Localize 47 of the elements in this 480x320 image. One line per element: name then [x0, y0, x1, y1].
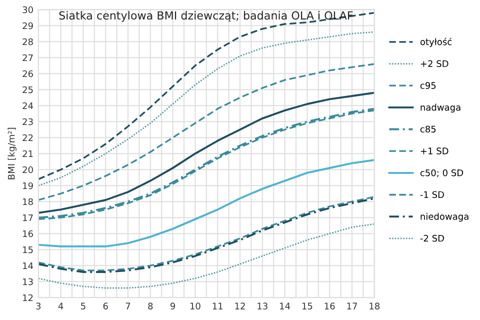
legend-label: +2 SD — [420, 60, 448, 68]
y-axis-title: BMI [kg/m²] — [8, 128, 16, 180]
y-tick-label: 19 — [23, 182, 33, 190]
x-tick-label: 9 — [170, 302, 176, 310]
x-tick-label: 6 — [103, 302, 108, 310]
x-tick-label: 17 — [347, 302, 357, 310]
y-tick-label: 15 — [23, 246, 33, 254]
y-tick-label: 28 — [22, 38, 33, 46]
x-tick-label: 10 — [190, 302, 200, 310]
y-tick-label: 17 — [23, 214, 33, 222]
y-tick-label: 29 — [22, 22, 33, 30]
legend-label: c50; 0 SD — [420, 169, 464, 178]
x-tick-label: 13 — [258, 302, 268, 310]
x-tick-label: 3 — [36, 302, 41, 310]
y-tick-label: 26 — [22, 70, 33, 78]
legend-label: nadwaga — [420, 104, 460, 112]
x-tick-label: 7 — [126, 302, 130, 310]
y-tick-label: 22 — [22, 134, 33, 142]
x-tick-label: 5 — [81, 302, 86, 310]
y-tick-label: 23 — [22, 118, 33, 126]
legend-label: -2 SD — [420, 234, 444, 242]
x-tick-label: 16 — [324, 302, 335, 310]
legend-label: c95 — [420, 82, 436, 89]
y-tick-label: 16 — [23, 230, 33, 238]
legend-label: c85 — [420, 126, 436, 133]
legend-label: otyłość — [420, 38, 452, 47]
y-tick-label: 13 — [23, 278, 33, 286]
x-tick-label: 18 — [370, 302, 380, 310]
x-tick-label: 14 — [280, 302, 290, 310]
legend-label: niedowaga — [420, 212, 468, 222]
x-tick-label: 8 — [148, 302, 153, 310]
x-tick-label: 11 — [212, 302, 223, 310]
y-tick-label: 12 — [23, 294, 33, 302]
y-tick-label: 14 — [23, 262, 34, 270]
y-tick-label: 27 — [22, 54, 33, 62]
x-tick-label: 4 — [58, 302, 64, 310]
y-tick-label: 21 — [22, 150, 33, 158]
y-tick-label: 30 — [22, 6, 33, 14]
y-tick-label: 18 — [23, 198, 33, 206]
y-tick-label: 25 — [22, 86, 33, 94]
y-tick-label: 20 — [22, 166, 33, 174]
y-tick-label: 24 — [22, 102, 34, 110]
legend-label: +1 SD — [420, 148, 448, 154]
legend-label: -1 SD — [420, 191, 444, 198]
chart-title: Siatka centylowa BMI dziewcząt; badania OLA i OLAF — [59, 11, 353, 22]
x-tick-label: 15 — [302, 302, 312, 310]
x-tick-label: 12 — [235, 302, 245, 310]
